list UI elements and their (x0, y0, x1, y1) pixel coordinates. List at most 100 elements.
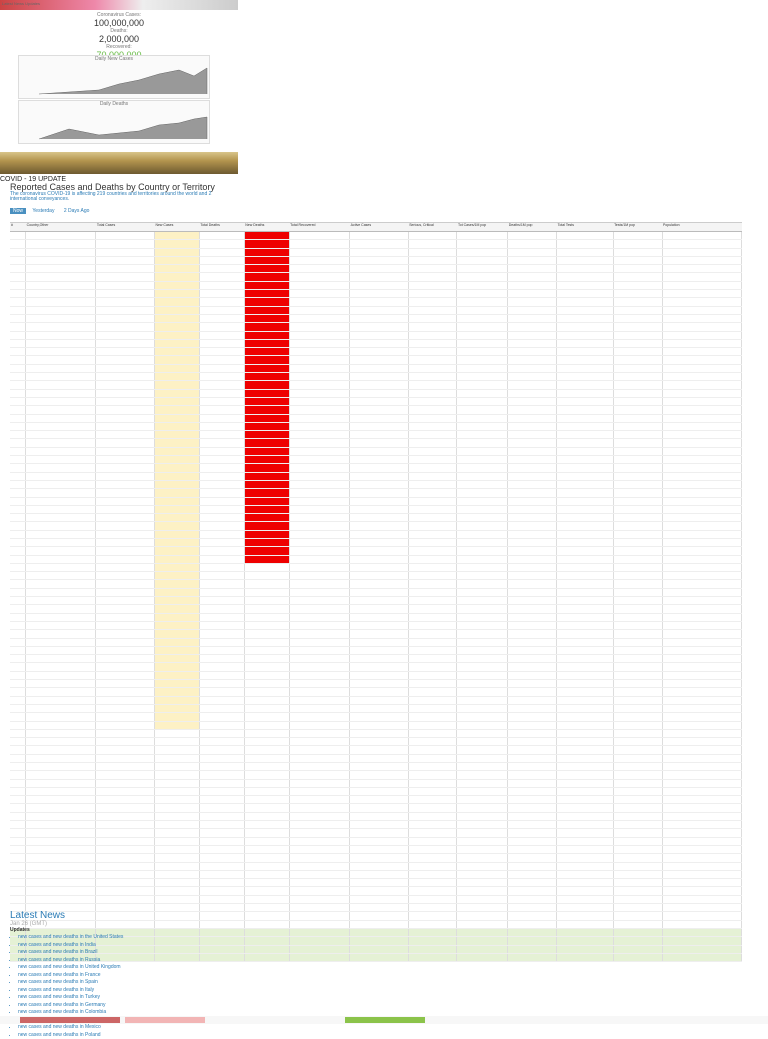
column-header[interactable]: Country,Other (26, 223, 96, 231)
column-header[interactable]: Deaths/1M pop (508, 223, 557, 231)
table-cell[interactable] (26, 879, 96, 886)
table-cell[interactable] (26, 697, 96, 704)
table-cell[interactable] (26, 605, 96, 612)
column-header[interactable]: Tests/1M pop (613, 223, 662, 231)
table-cell[interactable] (26, 622, 96, 629)
news-item[interactable]: new cases and new deaths in Brazil (18, 949, 250, 957)
table-cell[interactable] (26, 680, 96, 687)
table-cell[interactable] (26, 423, 96, 430)
news-item[interactable]: new cases and new deaths in the United S… (18, 934, 250, 942)
column-header[interactable]: Serious, Critical (408, 223, 457, 231)
table-cell[interactable] (26, 481, 96, 488)
table-cell[interactable] (26, 381, 96, 388)
table-cell[interactable] (26, 282, 96, 289)
table-cell[interactable] (26, 514, 96, 521)
table-cell[interactable] (26, 796, 96, 803)
table-cell[interactable] (26, 390, 96, 397)
table-cell[interactable] (26, 663, 96, 670)
table-cell[interactable] (26, 365, 96, 372)
news-item[interactable]: new cases and new deaths in France (18, 972, 250, 980)
table-cell[interactable] (26, 705, 96, 712)
table-cell[interactable] (26, 896, 96, 903)
table-cell[interactable] (26, 439, 96, 446)
tab-2days[interactable]: 2 Days Ago (61, 208, 93, 214)
table-cell[interactable] (26, 273, 96, 280)
table-cell[interactable] (26, 589, 96, 596)
tab-now[interactable]: Now (10, 208, 26, 214)
table-cell[interactable] (26, 356, 96, 363)
table-cell[interactable] (26, 688, 96, 695)
table-cell[interactable] (26, 763, 96, 770)
column-header[interactable]: Population (662, 223, 742, 231)
table-cell[interactable] (26, 846, 96, 853)
table-cell[interactable] (26, 580, 96, 587)
column-header[interactable]: Total Recovered (289, 223, 350, 231)
column-header[interactable]: New Cases (154, 223, 199, 231)
bottom-ad-2[interactable] (125, 1017, 205, 1023)
table-cell[interactable] (26, 556, 96, 563)
table-cell[interactable] (26, 655, 96, 662)
table-cell[interactable] (26, 431, 96, 438)
table-cell[interactable] (26, 307, 96, 314)
table-cell[interactable] (26, 265, 96, 272)
bottom-ad-3[interactable] (345, 1017, 425, 1023)
table-cell[interactable] (26, 348, 96, 355)
bottom-ad[interactable] (20, 1017, 120, 1023)
table-cell[interactable] (26, 398, 96, 405)
table-cell[interactable] (26, 597, 96, 604)
table-cell[interactable] (26, 887, 96, 894)
column-header[interactable]: Tot Cases/1M pop (457, 223, 508, 231)
table-cell[interactable] (26, 813, 96, 820)
news-item[interactable]: new cases and new deaths in Turkey (18, 994, 250, 1002)
table-cell[interactable] (26, 639, 96, 646)
table-cell[interactable] (26, 804, 96, 811)
tab-yesterday[interactable]: Yesterday (29, 208, 57, 214)
table-cell[interactable] (26, 564, 96, 571)
table-cell[interactable] (26, 332, 96, 339)
table-cell[interactable] (26, 863, 96, 870)
table-cell[interactable] (26, 738, 96, 745)
column-header[interactable]: Total Cases (96, 223, 155, 231)
table-cell[interactable] (26, 232, 96, 239)
table-cell[interactable] (26, 829, 96, 836)
table-cell[interactable] (26, 340, 96, 347)
table-cell[interactable] (26, 672, 96, 679)
table-cell[interactable] (26, 240, 96, 247)
table-cell[interactable] (26, 506, 96, 513)
table-cell[interactable] (26, 854, 96, 861)
table-cell[interactable] (26, 290, 96, 297)
table-cell[interactable] (26, 746, 96, 753)
news-item[interactable]: new cases and new deaths in Italy (18, 987, 250, 995)
column-header[interactable]: # (10, 223, 26, 231)
column-header[interactable]: Total Tests (557, 223, 614, 231)
table-cell[interactable] (26, 780, 96, 787)
news-item[interactable]: new cases and new deaths in Russia (18, 957, 250, 965)
table-cell[interactable] (26, 755, 96, 762)
news-item[interactable]: new cases and new deaths in India (18, 942, 250, 950)
news-item[interactable]: new cases and new deaths in Mexico (18, 1024, 250, 1032)
table-cell[interactable] (26, 298, 96, 305)
table-cell[interactable] (26, 572, 96, 579)
table-cell[interactable] (26, 373, 96, 380)
table-cell[interactable] (26, 647, 96, 654)
column-header[interactable]: Total Deaths (199, 223, 244, 231)
table-cell[interactable] (26, 498, 96, 505)
news-item[interactable]: new cases and new deaths in Spain (18, 979, 250, 987)
table-cell[interactable] (26, 788, 96, 795)
table-cell[interactable] (26, 730, 96, 737)
column-header[interactable]: New Deaths (244, 223, 289, 231)
table-cell[interactable] (26, 456, 96, 463)
table-cell[interactable] (26, 315, 96, 322)
table-cell[interactable] (26, 713, 96, 720)
table-cell[interactable] (26, 722, 96, 729)
table-cell[interactable] (26, 547, 96, 554)
table-cell[interactable] (26, 871, 96, 878)
table-cell[interactable] (26, 406, 96, 413)
table-cell[interactable] (26, 771, 96, 778)
news-item[interactable]: new cases and new deaths in Poland (18, 1032, 250, 1039)
table-cell[interactable] (26, 838, 96, 845)
table-cell[interactable] (26, 249, 96, 256)
ad-banner[interactable]: Latest News Updates (0, 0, 238, 10)
table-cell[interactable] (26, 630, 96, 637)
table-cell[interactable] (26, 464, 96, 471)
